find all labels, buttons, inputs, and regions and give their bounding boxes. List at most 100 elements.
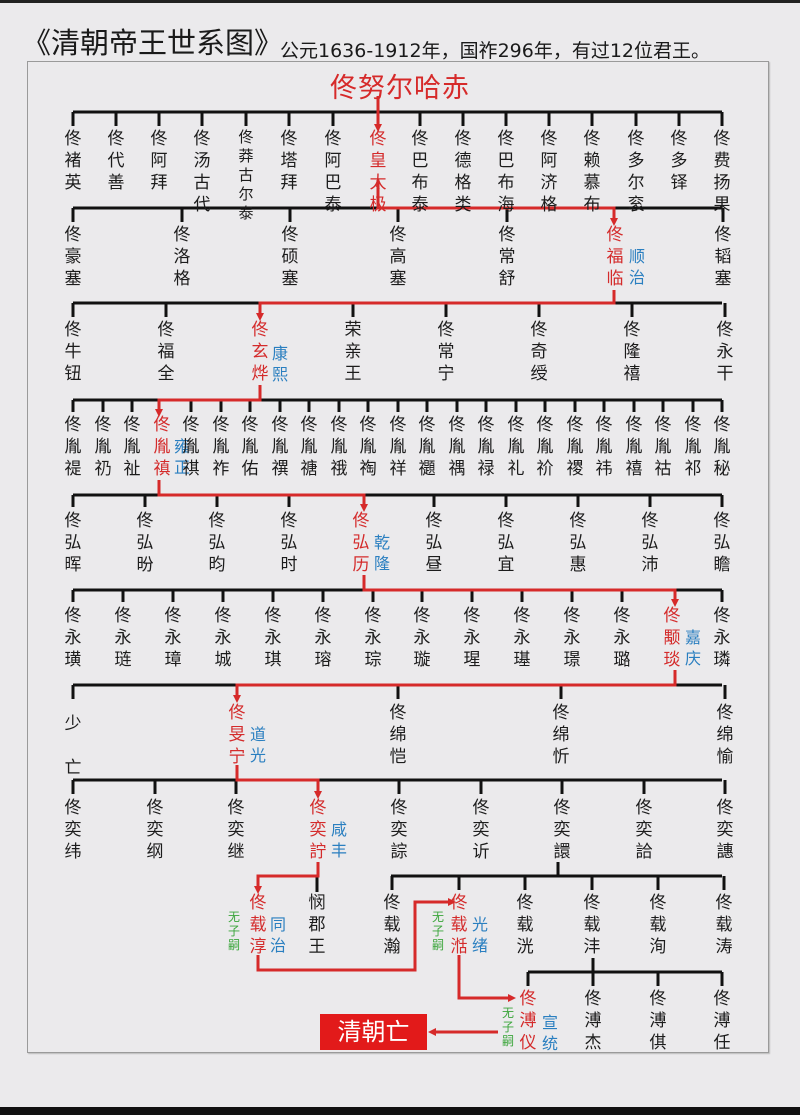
node: 佟胤禧 bbox=[625, 415, 643, 479]
emperor-node: 佟弘历 bbox=[352, 511, 370, 575]
node: 佟高塞 bbox=[389, 225, 407, 289]
node: 佟永璟 bbox=[563, 606, 581, 670]
node: 佟胤禔 bbox=[64, 415, 82, 479]
node: 佟奕䜣 bbox=[472, 798, 490, 862]
node: 佟洛格 bbox=[173, 225, 191, 289]
node: 佟代善 bbox=[107, 129, 125, 193]
node: 佟弘昀 bbox=[208, 511, 226, 575]
chart-subtitle: 公元1636-1912年，国祚296年，有过12位君王。 bbox=[280, 40, 711, 62]
node: 佟弘时 bbox=[280, 511, 298, 575]
no-heir-note: 无子嗣 bbox=[501, 1006, 514, 1048]
node: 佟胤禑 bbox=[448, 415, 466, 479]
node: 佟牛钮 bbox=[64, 320, 82, 384]
node: 佟胤祹 bbox=[359, 415, 377, 479]
node: 佟永琏 bbox=[114, 606, 132, 670]
emperor-node: 佟玄烨 bbox=[251, 320, 269, 384]
node: 佟奕继 bbox=[227, 798, 245, 862]
node: 佟硕塞 bbox=[281, 225, 299, 289]
node: 佟赖慕布 bbox=[583, 129, 601, 215]
node: 佟奕纲 bbox=[146, 798, 164, 862]
node: 佟褚英 bbox=[64, 129, 82, 193]
node: 佟胤佑 bbox=[241, 415, 259, 479]
node: 佟胤祄 bbox=[536, 415, 554, 479]
node: 佟载洵 bbox=[649, 893, 667, 957]
node: 佟胤祚 bbox=[212, 415, 230, 479]
era-name: 同治 bbox=[269, 915, 286, 955]
era-name: 道光 bbox=[249, 725, 266, 765]
node: 佟福全 bbox=[157, 320, 175, 384]
emperor-node: 佟奕詝 bbox=[309, 798, 327, 862]
bottom-border bbox=[0, 1107, 800, 1115]
node: 佟永璐 bbox=[613, 606, 631, 670]
node: 佟胤祜 bbox=[654, 415, 672, 479]
node: 佟胤祎 bbox=[595, 415, 613, 479]
node: 佟莽古尔泰 bbox=[238, 128, 254, 222]
node: 佟永瑢 bbox=[314, 606, 332, 670]
node: 佟胤礼 bbox=[507, 415, 525, 479]
node: 佟永璂 bbox=[513, 606, 531, 670]
node: 佟胤祺 bbox=[182, 415, 200, 479]
node: 佟溥任 bbox=[713, 989, 731, 1053]
top-border bbox=[0, 0, 800, 3]
node: 佟隆禧 bbox=[623, 320, 641, 384]
node: 佟绵忻 bbox=[552, 703, 570, 767]
diagram-frame bbox=[27, 61, 769, 1053]
node: 佟载沣 bbox=[583, 893, 601, 957]
node: 佟弘昼 bbox=[425, 511, 443, 575]
era-name: 光绪 bbox=[471, 915, 488, 955]
node: 佟胤禩 bbox=[271, 415, 289, 479]
emperor-node: 佟福临 bbox=[606, 225, 624, 289]
node: 佟巴布海 bbox=[497, 129, 515, 215]
node: 佟永璘 bbox=[713, 606, 731, 670]
node: 佟塔拜 bbox=[280, 129, 298, 193]
node: 佟奇绶 bbox=[530, 320, 548, 384]
node: 佟胤祥 bbox=[389, 415, 407, 479]
node: 佟胤禄 bbox=[477, 415, 495, 479]
node: 佟多尔衮 bbox=[627, 129, 645, 215]
era-name: 嘉庆 bbox=[684, 628, 701, 668]
node: 佟巴布泰 bbox=[411, 129, 429, 215]
emperor-node: 佟颙琰 bbox=[663, 606, 681, 670]
node: 佟永璜 bbox=[64, 606, 82, 670]
node: 佟永城 bbox=[214, 606, 232, 670]
emperor-node: 佟胤禛 bbox=[153, 415, 171, 479]
era-name: 咸丰 bbox=[330, 820, 347, 860]
era-name: 雍正 bbox=[173, 437, 190, 477]
node: 佟多铎 bbox=[670, 129, 688, 193]
node: 佟弘宜 bbox=[497, 511, 515, 575]
emperor-node: 佟溥仪 bbox=[519, 989, 537, 1053]
node-label: 少亡 bbox=[64, 714, 82, 778]
node: 佟阿济格 bbox=[540, 129, 558, 215]
node: 佟永瑆 bbox=[463, 606, 481, 670]
node: 佟永琪 bbox=[264, 606, 282, 670]
node: 佟阿巴泰 bbox=[324, 129, 342, 215]
dynasty-end-box: 清朝亡 bbox=[320, 1014, 427, 1050]
node: 佟胤禵 bbox=[418, 415, 436, 479]
node: 佟永璇 bbox=[413, 606, 431, 670]
era-name: 宣统 bbox=[541, 1013, 558, 1053]
node: 佟胤禝 bbox=[566, 415, 584, 479]
node: 荣亲王 bbox=[344, 320, 362, 384]
no-heir-note: 无子嗣 bbox=[227, 910, 240, 952]
node: 佟胤䄉 bbox=[330, 415, 348, 479]
node: 佟胤礽 bbox=[94, 415, 112, 479]
node: 佟永琮 bbox=[364, 606, 382, 670]
node: 佟阿拜 bbox=[150, 129, 168, 193]
era-name: 乾隆 bbox=[373, 533, 390, 573]
node: 佟胤禟 bbox=[300, 415, 318, 479]
node: 佟弘沛 bbox=[641, 511, 659, 575]
node: 佟费扬果 bbox=[713, 129, 731, 215]
node: 佟豪塞 bbox=[64, 225, 82, 289]
node: 佟溥倛 bbox=[649, 989, 667, 1053]
chart-title: 《清朝帝王世系图》 bbox=[22, 26, 284, 60]
emperor-node: 佟皇太极 bbox=[369, 129, 387, 215]
node: 佟奕譓 bbox=[716, 798, 734, 862]
node: 佟弘晖 bbox=[64, 511, 82, 575]
era-name: 顺治 bbox=[628, 247, 645, 287]
node: 佟奕誴 bbox=[390, 798, 408, 862]
node: 佟韬塞 bbox=[714, 225, 732, 289]
node: 佟奕纬 bbox=[64, 798, 82, 862]
root-founder: 佟努尔哈赤 bbox=[330, 73, 470, 104]
node: 佟德格类 bbox=[454, 129, 472, 215]
